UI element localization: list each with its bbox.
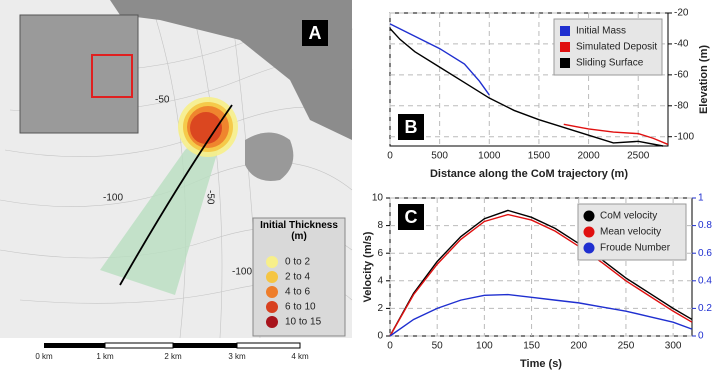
y-tick-label: -40 xyxy=(674,39,689,50)
legend-title-wrap: Initial Thickness (m) xyxy=(260,220,338,242)
contour-label: -100 xyxy=(232,267,252,278)
y-tick-label: -80 xyxy=(674,100,689,111)
y-axis-label: Elevation (m) xyxy=(698,45,710,114)
inset-box xyxy=(91,54,133,98)
y-tick-label: 2 xyxy=(377,303,383,314)
x-tick-label: 500 xyxy=(431,151,448,162)
y-tick-label: -60 xyxy=(674,70,689,81)
map-panel: A -50 -100 -50 -100 Initial Thickness (m… xyxy=(0,0,353,361)
legend-swatch xyxy=(266,271,278,283)
x-tick-label: 1500 xyxy=(528,151,551,162)
y-tick-label: -20 xyxy=(674,8,689,19)
trajectory xyxy=(119,104,233,286)
legend-swatch xyxy=(266,316,278,328)
contour-label: -50 xyxy=(204,190,215,205)
series-line xyxy=(389,293,693,337)
x-tick-label: 150 xyxy=(523,341,540,352)
y2-tick-label: 0.2 xyxy=(698,303,712,314)
map-legend: Initial Thickness (m) 0 to 2 2 to 4 4 to 6… xyxy=(252,217,346,337)
x-tick-label: 200 xyxy=(570,341,587,352)
x-tick-label: 2500 xyxy=(627,151,650,162)
series-line xyxy=(389,27,664,147)
x-tick-label: 1000 xyxy=(478,151,501,162)
legend-box xyxy=(577,203,687,261)
legend-label: Sliding Surface xyxy=(576,58,644,69)
legend-label: Initial Mass xyxy=(576,26,626,37)
legend-box xyxy=(553,18,663,76)
legend-label: 4 to 6 xyxy=(285,287,310,298)
y-tick-label: 4 xyxy=(377,275,383,286)
y2-tick-label: 1 xyxy=(698,193,704,204)
x-tick-label: 50 xyxy=(432,341,444,352)
y-tick-label: 6 xyxy=(377,248,383,259)
x-axis-label: Distance along the CoM trajectory (m) xyxy=(430,168,628,180)
inset-map xyxy=(19,14,139,134)
scale-label: 1 km xyxy=(96,352,114,361)
y-tick-label: 10 xyxy=(372,193,384,204)
panel-label: C xyxy=(405,207,418,227)
y-tick-label: -100 xyxy=(674,131,694,142)
series-line xyxy=(389,23,490,96)
panel-label-box xyxy=(398,204,424,230)
panel-label: B xyxy=(405,117,418,137)
x-tick-label: 100 xyxy=(476,341,493,352)
legend-swatch xyxy=(266,256,278,268)
series-line xyxy=(389,209,693,337)
contour-label: -50 xyxy=(155,95,170,106)
legend-label: 2 to 4 xyxy=(285,272,310,283)
y-tick-label: 8 xyxy=(377,220,383,231)
legend-swatch xyxy=(583,210,595,222)
legend-swatch xyxy=(560,26,570,36)
scale-label: 0 km xyxy=(35,352,53,361)
scale-segment xyxy=(44,343,105,348)
legend-label: 0 to 2 xyxy=(285,257,310,268)
x-tick-label: 0 xyxy=(387,341,393,352)
legend-swatch xyxy=(583,242,595,254)
legend-label: 10 to 15 xyxy=(285,317,322,328)
scale-label: 3 km xyxy=(228,352,246,361)
legend-swatch xyxy=(560,42,570,52)
series-line xyxy=(389,213,693,337)
y2-tick-label: 0.4 xyxy=(698,275,712,286)
contour-label: -100 xyxy=(103,193,123,204)
y2-tick-label: 0.6 xyxy=(698,248,712,259)
legend-swatch xyxy=(266,286,278,298)
legend-label: Mean velocity xyxy=(600,227,661,238)
panel-label: A xyxy=(309,23,322,43)
panel-label-box xyxy=(398,114,424,140)
legend-label: CoM velocity xyxy=(600,211,657,222)
scale-segment xyxy=(104,342,174,349)
panel-label-box xyxy=(302,20,328,46)
x-tick-label: 250 xyxy=(618,341,635,352)
legend-swatch xyxy=(266,301,278,313)
thickness xyxy=(190,112,222,144)
scale-segment xyxy=(236,342,301,349)
land xyxy=(110,0,352,140)
x-tick-label: 2000 xyxy=(577,151,600,162)
scale-label: 2 km xyxy=(164,352,182,361)
series-line xyxy=(563,123,669,146)
y-tick-label: 0 xyxy=(377,331,383,342)
x-tick-label: 0 xyxy=(387,151,393,162)
island xyxy=(245,132,294,181)
scale-label: 4 km xyxy=(291,352,309,361)
x-tick-label: 300 xyxy=(665,341,682,352)
legend-swatch xyxy=(560,58,570,68)
scale-segment xyxy=(173,343,237,348)
y2-tick-label: 0 xyxy=(698,331,704,342)
legend-title: Initial Thickness (m) xyxy=(260,220,338,242)
scale-bar: 0 km 1 km 2 km 3 km 4 km xyxy=(35,342,309,361)
y2-tick-label: 0.8 xyxy=(698,220,712,231)
legend-swatch xyxy=(583,226,595,238)
legend-label: Simulated Deposit xyxy=(576,42,657,53)
legend-label: 6 to 10 xyxy=(285,302,316,313)
legend-label: Froude Number xyxy=(600,243,671,254)
y-axis-label: Velocity (m/s) xyxy=(362,231,374,302)
x-axis-label: Time (s) xyxy=(520,358,562,370)
